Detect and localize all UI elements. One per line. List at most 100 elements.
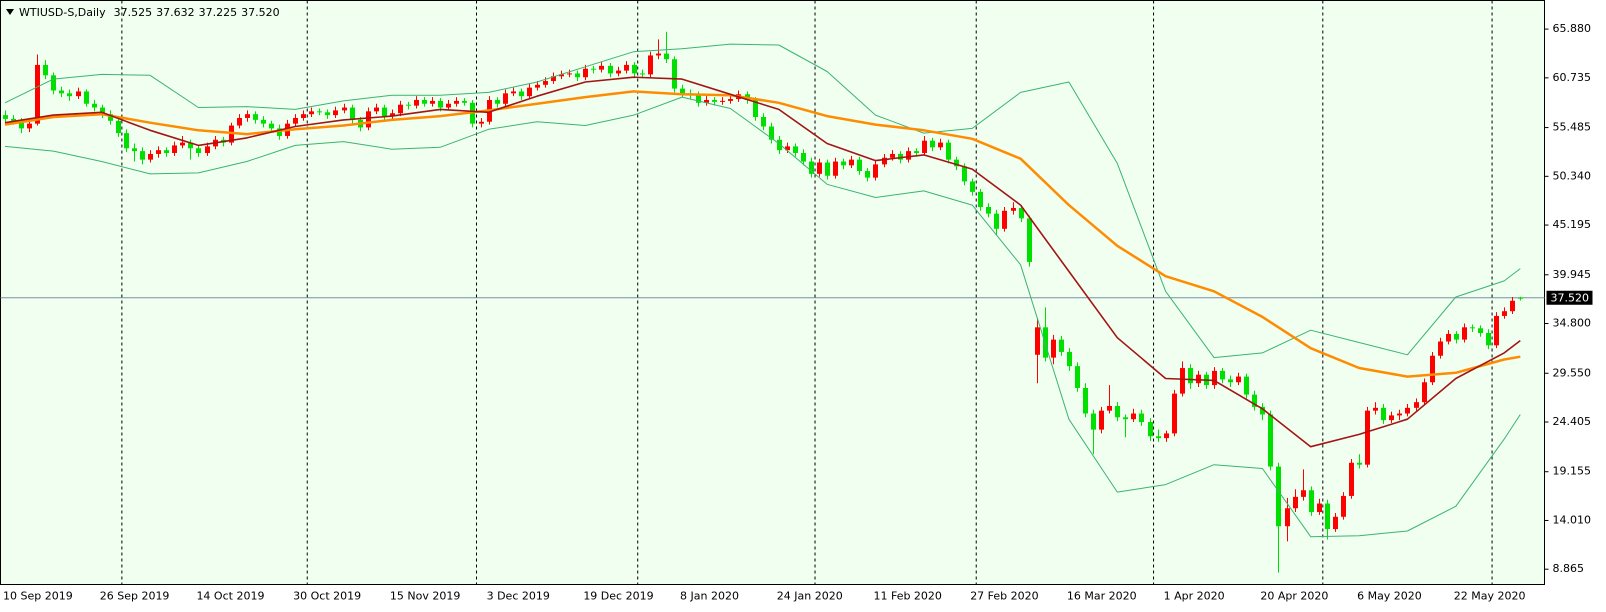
candle-body <box>1260 406 1265 415</box>
candle-body <box>1494 315 1499 346</box>
candle-body <box>398 104 403 114</box>
candle-body <box>124 133 129 149</box>
candle-body <box>680 88 685 94</box>
candle-body <box>462 100 467 103</box>
candle-body <box>333 110 338 116</box>
candle-body <box>753 99 758 118</box>
candle-body <box>414 99 419 106</box>
candle-body <box>1115 405 1120 418</box>
candle-body <box>1011 207 1016 211</box>
candle-body <box>511 91 516 94</box>
candle-body <box>495 99 500 104</box>
candle-body <box>890 153 895 158</box>
candle-body <box>1381 407 1386 421</box>
indicator-line <box>4 90 1521 378</box>
candle-body <box>148 153 153 160</box>
candle-body <box>172 145 177 154</box>
candle-body <box>1405 407 1410 414</box>
y-tick-label: 8.865 <box>1553 562 1585 575</box>
candle-body <box>608 65 613 74</box>
candle-body <box>793 146 798 154</box>
y-tick-label: 24.405 <box>1553 415 1592 428</box>
candle-body <box>430 100 435 104</box>
candle-body <box>1091 413 1096 430</box>
candle-body <box>43 64 48 76</box>
candle-body <box>777 139 782 151</box>
y-tick-label: 39.945 <box>1553 268 1592 281</box>
candle-body <box>253 114 258 120</box>
candle-body <box>301 114 306 118</box>
candle-body <box>1462 327 1467 340</box>
x-tick-label: 14 Oct 2019 <box>196 590 264 603</box>
candle-body <box>543 81 548 85</box>
candle-body <box>454 100 459 104</box>
candle-body <box>599 65 604 70</box>
close-value: 37.520 <box>241 6 280 19</box>
y-tick-label: 60.735 <box>1553 71 1592 84</box>
candle-body <box>833 161 838 176</box>
x-tick-label: 22 May 2020 <box>1454 590 1526 603</box>
x-tick-label: 24 Jan 2020 <box>777 590 843 603</box>
x-tick-label: 15 Nov 2019 <box>390 590 460 603</box>
high-value: 37.632 <box>156 6 195 19</box>
candle-body <box>245 114 250 118</box>
candle-body <box>1470 327 1475 329</box>
candle-body <box>51 75 56 91</box>
candle-body <box>1002 210 1007 229</box>
candle-body <box>648 55 653 75</box>
candle-body <box>342 107 347 111</box>
candle-body <box>366 111 371 128</box>
candle-body <box>1309 490 1314 513</box>
candle-body <box>1389 415 1394 421</box>
candle-body <box>132 148 137 152</box>
candle-body <box>1156 436 1161 439</box>
y-tick-label: 34.800 <box>1553 317 1592 330</box>
candle-body <box>922 140 927 154</box>
candle-body <box>1019 207 1024 219</box>
candle-body <box>1293 496 1298 509</box>
open-value: 37.525 <box>114 6 153 19</box>
y-tick-label: 65.880 <box>1553 22 1592 35</box>
candle-body <box>898 153 903 160</box>
candle-body <box>205 146 210 154</box>
candle-body <box>616 70 621 74</box>
symbol: WTIUSD-S,Daily <box>19 6 106 19</box>
x-tick-label: 1 Apr 2020 <box>1164 590 1225 603</box>
candle-body <box>1244 376 1249 395</box>
candle-body <box>914 151 919 154</box>
candle-body <box>438 100 443 108</box>
y-tick-label: 19.155 <box>1553 465 1592 478</box>
candle-body <box>116 120 121 134</box>
candle-body <box>640 73 645 75</box>
price-tag-label: 37.520 <box>1551 291 1590 304</box>
candle-body <box>237 117 242 126</box>
candle-body <box>1438 341 1443 356</box>
candle-body <box>374 107 379 112</box>
candle-body <box>1486 332 1491 346</box>
candle-body <box>1188 368 1193 384</box>
candle-body <box>1027 218 1032 262</box>
candle-body <box>1325 503 1330 530</box>
candle-body <box>1107 405 1112 411</box>
low-value: 37.225 <box>199 6 238 19</box>
candle-body <box>164 150 169 154</box>
candle-body <box>1043 327 1048 358</box>
candle-body <box>978 191 983 208</box>
candle-body <box>1236 376 1241 383</box>
candle-body <box>1067 351 1072 367</box>
candle-body <box>11 118 16 121</box>
x-tick-label: 6 May 2020 <box>1357 590 1422 603</box>
candle-body <box>535 84 540 88</box>
candle-body <box>422 99 427 104</box>
candle-body <box>825 162 830 176</box>
y-tick-label: 45.195 <box>1553 218 1592 231</box>
price-tag-box <box>1546 290 1593 305</box>
candle-body <box>188 142 193 149</box>
candle-body <box>1099 410 1104 430</box>
candle-body <box>503 93 508 104</box>
y-tick-label: 55.485 <box>1553 121 1592 134</box>
candle-body <box>841 161 846 166</box>
candle-body <box>817 162 822 174</box>
candle-body <box>559 74 564 77</box>
candle-body <box>180 142 185 146</box>
